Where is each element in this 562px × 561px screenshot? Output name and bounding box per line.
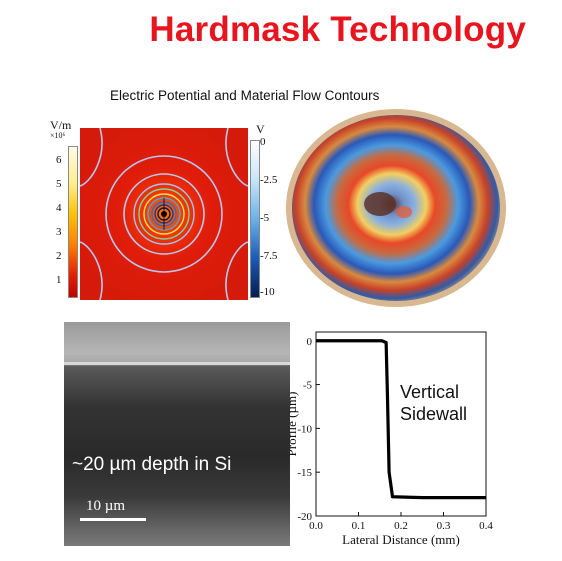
- right-colorbar-unit: V: [256, 122, 265, 136]
- right-cbar-tick: -10: [260, 286, 275, 298]
- left-cbar-tick: 1: [56, 274, 62, 286]
- y-tick-label: -15: [297, 467, 312, 479]
- potential-field-map: [80, 128, 248, 300]
- left-cbar-tick: 6: [56, 154, 62, 166]
- x-tick-label: 0.0: [309, 520, 323, 532]
- x-tick-label: 0.3: [437, 520, 451, 532]
- figure-subtitle: Electric Potential and Material Flow Con…: [110, 88, 380, 103]
- scale-bar: [80, 518, 146, 521]
- right-cbar-tick: 0: [260, 136, 266, 148]
- left-cbar-tick: 3: [56, 226, 62, 238]
- electric-potential-panel: V/m ×10⁶ 6 5 4 3 2 1: [46, 118, 280, 304]
- left-cbar-tick: 4: [56, 202, 62, 214]
- right-colorbar: [250, 140, 260, 298]
- x-tick-label: 0.1: [352, 520, 366, 532]
- scale-bar-label: 10 µm: [86, 498, 126, 514]
- x-axis-label: Lateral Distance (mm): [342, 532, 460, 547]
- left-colorbar-exponent: ×10⁶: [50, 131, 66, 140]
- left-colorbar-unit: V/m: [50, 118, 72, 132]
- sem-cross-section-image: ~20 µm depth in Si 10 µm: [64, 322, 290, 546]
- surface-line: [64, 362, 290, 365]
- right-cbar-tick: -7.5: [260, 250, 278, 262]
- depth-label: ~20 µm depth in Si: [72, 454, 232, 475]
- x-tick-label: 0.4: [479, 520, 493, 532]
- profile-chart: 0.0 0.1 0.2 0.3 0.4 0 -5 -10 -15 -20 Lateral Dista…: [290, 331, 493, 547]
- y-tick-label: -10: [297, 423, 312, 435]
- y-tick-label: -5: [303, 380, 313, 392]
- sidewall-annotation: Sidewall: [400, 404, 467, 424]
- material-flow-contour-disc: [286, 109, 506, 307]
- right-cbar-tick: -2.5: [260, 174, 278, 186]
- y-axis-label: Profile (µm): [290, 392, 299, 457]
- y-tick-label: 0: [307, 336, 313, 348]
- plot-frame: [315, 331, 487, 517]
- sidewall-annotation: Vertical: [400, 382, 459, 402]
- profile-line: [316, 339, 486, 500]
- y-tick-label: -20: [297, 511, 312, 523]
- page-title: Hardmask Technology: [149, 10, 526, 49]
- right-cbar-tick: -5: [260, 212, 270, 224]
- left-cbar-tick: 2: [56, 250, 62, 262]
- x-tick-label: 0.2: [394, 520, 408, 532]
- left-cbar-tick: 5: [56, 178, 62, 190]
- left-colorbar: [68, 146, 78, 298]
